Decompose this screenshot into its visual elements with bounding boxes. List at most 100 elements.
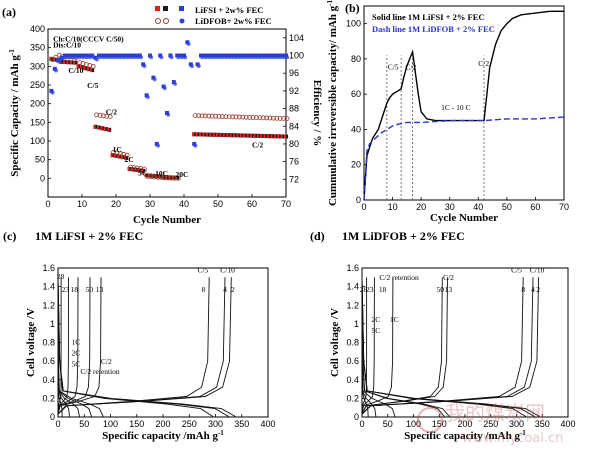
lifsi-point-edge	[267, 134, 269, 139]
lifsi-point-edge	[236, 133, 239, 138]
y-tick-label: 100	[346, 19, 361, 29]
lifsi-point-edge	[222, 133, 225, 138]
efficiency-point	[267, 53, 271, 58]
x-axis-label-sup: -1	[218, 429, 224, 437]
lidfob-point	[274, 115, 280, 121]
efficiency-point-2	[285, 55, 290, 60]
efficiency-point	[182, 53, 186, 58]
efficiency-point	[49, 88, 54, 93]
annotation: 13	[445, 285, 453, 294]
x-tick-label: 20	[416, 202, 426, 212]
efficiency-point	[199, 53, 203, 58]
annotation: Dis:C/10	[53, 41, 81, 50]
annotation: 13	[96, 285, 104, 294]
x-tick-label: 100	[406, 419, 421, 429]
efficiency-point	[110, 53, 115, 58]
annotation: C/2	[106, 107, 118, 116]
annotation: C/10	[68, 66, 83, 75]
lifsi-point-edge	[76, 64, 79, 69]
lifsi-point-edge	[209, 132, 212, 137]
y-tick-label: 60	[351, 89, 361, 99]
y-tick-label: 0.8	[346, 338, 359, 348]
annotation: C/5	[197, 266, 208, 275]
lidfob-point	[162, 175, 168, 181]
lidfob-point	[247, 114, 253, 120]
lifsi-point-edge	[280, 134, 283, 139]
efficiency-point-2	[173, 81, 177, 86]
y-tick-label: 0.4	[42, 375, 55, 385]
y2-tick-label: 76	[289, 157, 299, 167]
efficiency-point	[195, 62, 200, 67]
annotation: 50	[437, 285, 445, 294]
efficiency-point-2	[142, 64, 147, 69]
efficiency-point	[239, 53, 244, 58]
efficiency-point	[219, 53, 224, 58]
plot-frame	[363, 5, 565, 201]
x-tick-label: 10	[388, 202, 398, 212]
lidfob-point	[281, 116, 287, 121]
efficiency-point	[226, 53, 231, 58]
efficiency-point	[236, 53, 241, 58]
lifsi-point-edge	[131, 167, 133, 172]
efficiency-point-2	[190, 64, 194, 69]
discharge-curve-cycle-8	[361, 277, 527, 417]
x-axis-label: Specific capacity /mAh g-1	[404, 429, 526, 442]
efficiency-point	[192, 141, 197, 146]
lidfob-point	[216, 113, 222, 119]
lifsi-point-edge	[137, 168, 140, 173]
lifsi-point-edge	[86, 67, 89, 72]
x-tick-label: 0	[359, 419, 364, 429]
annotation: 28	[57, 272, 65, 281]
y-axis-label: Specific Capacity / mAh g-1	[8, 49, 21, 177]
efficiency-point	[93, 55, 98, 60]
y-tick-label: 0.2	[42, 393, 55, 403]
lifsi-point-edge	[250, 133, 252, 138]
efficiency-point	[185, 40, 190, 45]
y-axis-label: Cell voltage /V	[25, 308, 37, 377]
lifsi-point-edge	[100, 126, 103, 131]
lifsi-point-edge	[246, 133, 249, 138]
efficiency-point	[243, 53, 248, 58]
efficiency-point	[209, 53, 214, 58]
annotation: 1C	[113, 145, 122, 154]
legend-label-lifsi: LiFSI + 2w% FEC	[195, 5, 263, 15]
efficiency-point	[171, 80, 176, 85]
annotation: C/2	[101, 357, 112, 366]
efficiency-point	[188, 62, 193, 67]
y2-tick-label: 100	[289, 51, 304, 61]
panel-label: (d)	[310, 229, 325, 243]
lidfob-point	[196, 113, 202, 119]
efficiency-point	[107, 53, 112, 58]
lidfob-point	[243, 114, 249, 120]
y-tick-label: 50	[35, 155, 45, 165]
annotation: C/5	[511, 266, 522, 275]
lifsi-point-edge	[120, 155, 123, 160]
watermark-logo	[417, 407, 443, 433]
lifsi-point-edge	[229, 133, 232, 138]
efficiency-point	[137, 53, 142, 58]
y-tick-label: 200	[30, 99, 45, 109]
discharge-curve-cycle-13	[361, 277, 450, 417]
lidfob-point	[151, 174, 157, 180]
annotation: 1C	[390, 315, 399, 324]
lifsi-point-edge	[127, 167, 130, 171]
watermark-url: www.mycoal.cn	[462, 431, 563, 446]
lidfob-point	[206, 113, 212, 119]
panel-title: 1M LiFSI + 2% FEC	[35, 229, 143, 243]
lifsi-point-edge	[273, 134, 276, 139]
lidfob-point	[124, 152, 130, 158]
lidfob-point	[250, 115, 256, 120]
efficiency-point	[86, 53, 91, 58]
x-tick-label: 30	[445, 202, 455, 212]
series-lidfob-line	[363, 116, 565, 201]
lidfob-point	[209, 113, 215, 119]
lidfob-point	[131, 165, 137, 171]
y-tick-label: 1.4	[42, 282, 55, 292]
y-tick-label: 0.6	[42, 356, 55, 366]
efficiency-point	[114, 53, 118, 58]
lifsi-point-edge	[263, 134, 266, 139]
charge-curve-cycle-8	[361, 277, 524, 415]
charge-curve-cycle-50	[361, 277, 443, 415]
efficiency-point-2	[54, 68, 58, 73]
